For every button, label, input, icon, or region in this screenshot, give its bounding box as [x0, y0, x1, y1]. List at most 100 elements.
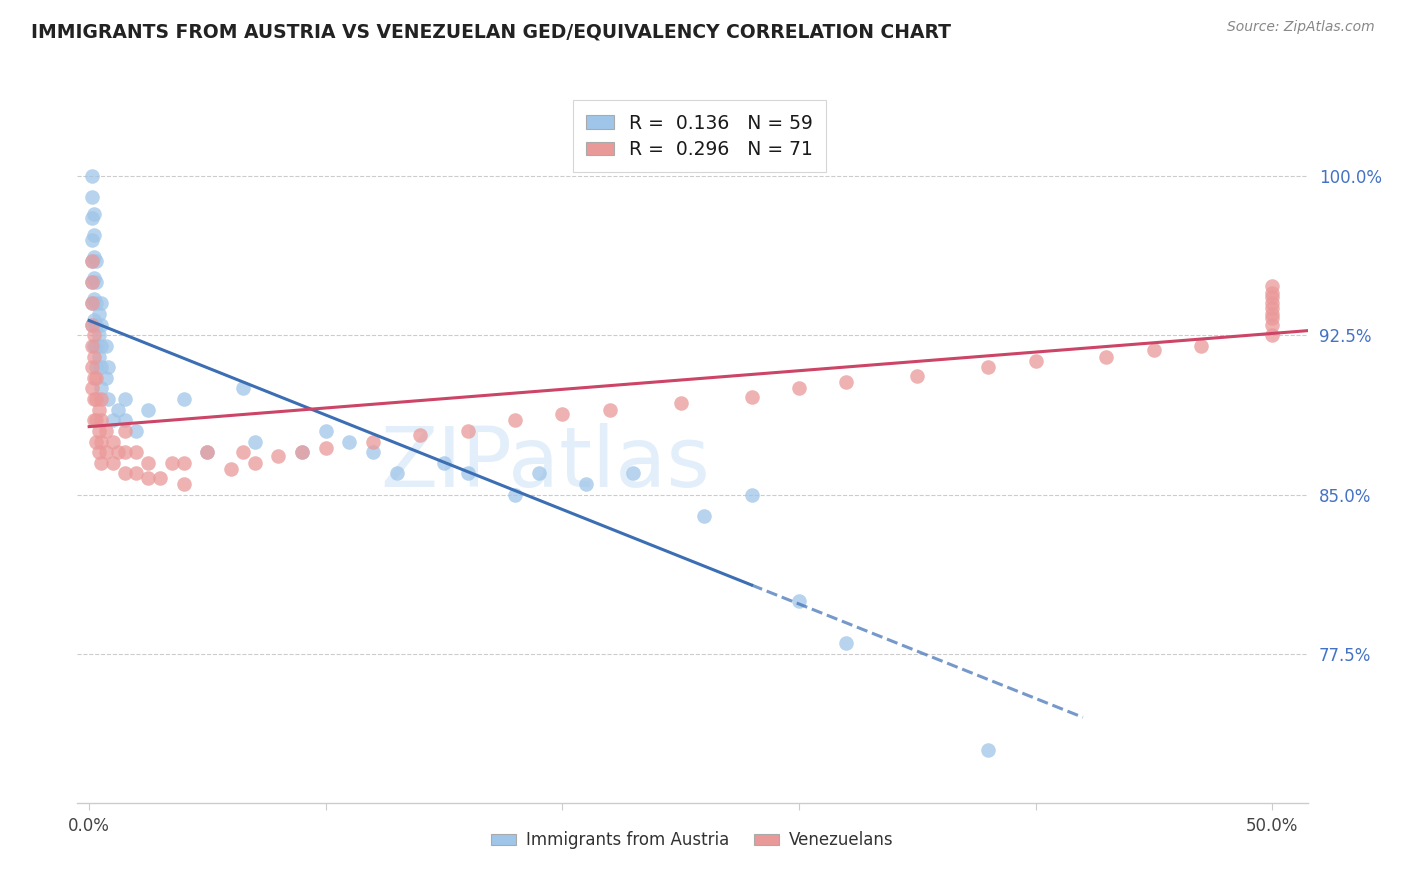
Point: [83, 413, 105, 427]
Point: [197, 445, 219, 459]
Point: [87, 445, 110, 459]
Point: [905, 368, 928, 383]
Point: [83, 392, 105, 406]
Point: [433, 456, 456, 470]
Point: [101, 413, 124, 427]
Point: [114, 445, 136, 459]
Point: [1095, 350, 1118, 364]
Point: [361, 434, 384, 449]
Point: [136, 402, 159, 417]
Point: [80, 275, 103, 289]
Point: [107, 402, 129, 417]
Point: [503, 488, 526, 502]
Point: [94, 424, 117, 438]
Point: [87, 402, 110, 417]
Point: [80, 381, 103, 395]
Point: [84, 275, 107, 289]
Point: [83, 328, 105, 343]
Point: [125, 424, 148, 438]
Point: [1261, 285, 1284, 300]
Point: [84, 392, 107, 406]
Point: [90, 339, 112, 353]
Legend: Immigrants from Austria, Venezuelans: Immigrants from Austria, Venezuelans: [484, 824, 901, 856]
Point: [125, 467, 148, 481]
Point: [149, 470, 172, 484]
Point: [90, 456, 112, 470]
Point: [83, 250, 105, 264]
Point: [90, 381, 112, 395]
Point: [101, 434, 124, 449]
Point: [787, 594, 810, 608]
Point: [84, 434, 107, 449]
Point: [114, 392, 136, 406]
Point: [136, 456, 159, 470]
Point: [243, 434, 266, 449]
Point: [84, 339, 107, 353]
Point: [173, 392, 195, 406]
Point: [669, 396, 692, 410]
Point: [87, 424, 110, 438]
Point: [80, 233, 103, 247]
Point: [83, 350, 105, 364]
Point: [693, 508, 716, 523]
Point: [291, 445, 314, 459]
Point: [84, 360, 107, 375]
Point: [83, 371, 105, 385]
Point: [80, 169, 103, 183]
Point: [97, 360, 120, 375]
Point: [361, 445, 384, 459]
Point: [835, 375, 858, 389]
Point: [80, 360, 103, 375]
Point: [84, 413, 107, 427]
Point: [90, 296, 112, 310]
Point: [80, 253, 103, 268]
Point: [84, 296, 107, 310]
Point: [267, 450, 290, 464]
Point: [1261, 311, 1284, 326]
Point: [741, 488, 763, 502]
Point: [114, 467, 136, 481]
Point: [83, 228, 105, 243]
Point: [232, 445, 254, 459]
Point: [457, 467, 479, 481]
Text: Source: ZipAtlas.com: Source: ZipAtlas.com: [1227, 20, 1375, 34]
Point: [219, 462, 242, 476]
Point: [243, 456, 266, 470]
Point: [977, 360, 1000, 375]
Point: [1261, 290, 1284, 304]
Point: [173, 477, 195, 491]
Point: [551, 407, 574, 421]
Point: [787, 381, 810, 395]
Point: [80, 190, 103, 204]
Point: [1261, 301, 1284, 315]
Point: [599, 402, 621, 417]
Point: [575, 477, 598, 491]
Point: [1024, 353, 1046, 368]
Point: [80, 275, 103, 289]
Point: [90, 413, 112, 427]
Point: [315, 424, 337, 438]
Point: [80, 339, 103, 353]
Point: [90, 392, 112, 406]
Point: [977, 742, 1000, 756]
Point: [80, 211, 103, 226]
Point: [83, 207, 105, 221]
Point: [232, 381, 254, 395]
Point: [80, 318, 103, 332]
Point: [315, 441, 337, 455]
Point: [291, 445, 314, 459]
Point: [90, 434, 112, 449]
Point: [84, 371, 107, 385]
Point: [114, 424, 136, 438]
Point: [94, 339, 117, 353]
Text: ZIPatlas: ZIPatlas: [380, 423, 710, 504]
Point: [457, 424, 479, 438]
Point: [87, 328, 110, 343]
Point: [503, 413, 526, 427]
Point: [1261, 318, 1284, 332]
Point: [1261, 328, 1284, 343]
Point: [84, 253, 107, 268]
Text: IMMIGRANTS FROM AUSTRIA VS VENEZUELAN GED/EQUIVALENCY CORRELATION CHART: IMMIGRANTS FROM AUSTRIA VS VENEZUELAN GE…: [31, 22, 950, 41]
Point: [1261, 296, 1284, 310]
Point: [136, 470, 159, 484]
